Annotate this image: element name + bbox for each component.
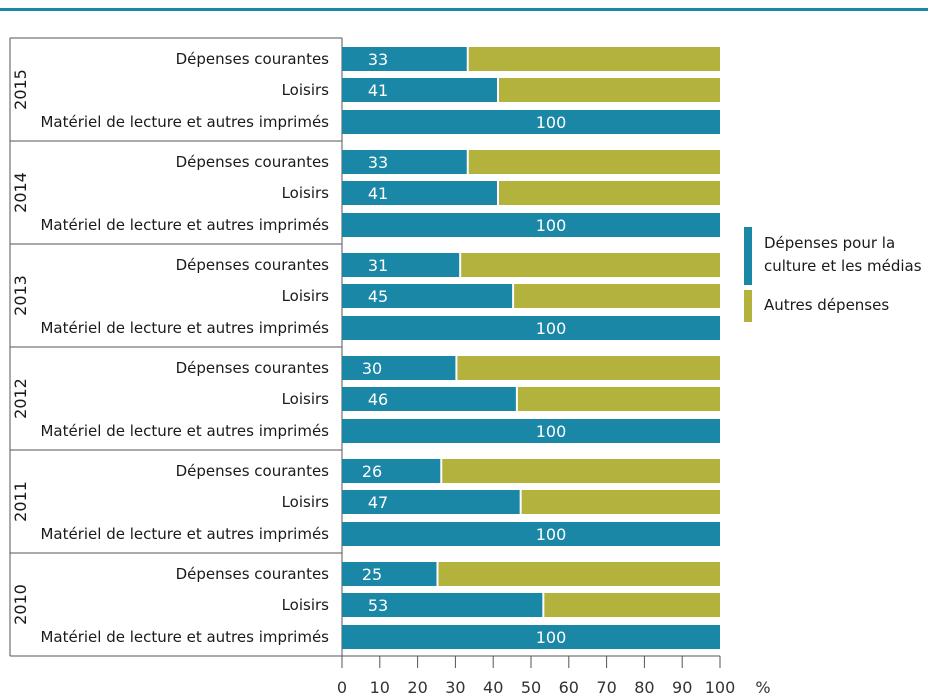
x-unit-label: %: [755, 678, 770, 697]
category-label: Dépenses courantes: [176, 50, 330, 68]
legend-label-culture: Dépenses pour la: [764, 234, 895, 252]
bar-value-label: 100: [536, 216, 567, 235]
bar-culture: [342, 593, 543, 617]
year-label: 2015: [11, 69, 30, 110]
category-label: Loisirs: [282, 596, 330, 614]
bar-culture: [342, 459, 441, 483]
bar-other: [468, 150, 720, 174]
bar-culture: [342, 522, 720, 546]
x-tick-label: 10: [370, 678, 390, 697]
category-label: Dépenses courantes: [176, 153, 330, 171]
bar-value-label: 100: [536, 113, 567, 132]
x-tick-label: 60: [559, 678, 579, 697]
bar-culture: [342, 110, 720, 134]
category-label: Dépenses courantes: [176, 256, 330, 274]
category-label: Matériel de lecture et autres imprimés: [40, 319, 329, 337]
bar-other: [544, 593, 720, 617]
bar-culture: [342, 284, 513, 308]
legend-swatch-other: [744, 290, 752, 322]
bar-culture: [342, 181, 497, 205]
category-label: Dépenses courantes: [176, 565, 330, 583]
x-tick-label: 90: [672, 678, 692, 697]
bar-value-label: 33: [368, 50, 388, 69]
x-tick-label: 50: [521, 678, 541, 697]
year-label: 2010: [11, 584, 30, 625]
category-label: Loisirs: [282, 287, 330, 305]
bar-culture: [342, 356, 456, 380]
bar-value-label: 100: [536, 628, 567, 647]
bar-other: [498, 181, 720, 205]
bar-value-label: 53: [368, 596, 388, 615]
x-tick-label: 40: [483, 678, 503, 697]
x-tick-label: 80: [634, 678, 654, 697]
x-tick-label: 20: [407, 678, 427, 697]
bar-other: [457, 356, 720, 380]
bar-culture: [342, 253, 460, 277]
bar-other: [517, 387, 720, 411]
bar-value-label: 33: [368, 153, 388, 172]
legend-label-culture-line2: culture et les médias: [764, 257, 922, 275]
category-label: Matériel de lecture et autres imprimés: [40, 422, 329, 440]
year-label: 2013: [11, 275, 30, 316]
bar-value-label: 30: [362, 359, 382, 378]
bar-value-label: 100: [536, 525, 567, 544]
category-label: Matériel de lecture et autres imprimés: [40, 113, 329, 131]
bar-culture: [342, 625, 720, 649]
legend-swatch-culture: [744, 227, 752, 285]
bar-value-label: 46: [368, 390, 388, 409]
bar-value-label: 100: [536, 422, 567, 441]
bar-culture: [342, 150, 467, 174]
year-label: 2014: [11, 172, 30, 213]
bar-other: [468, 47, 720, 71]
top-rule: [0, 8, 928, 11]
bar-culture: [342, 490, 520, 514]
category-label: Matériel de lecture et autres imprimés: [40, 628, 329, 646]
bar-culture: [342, 419, 720, 443]
year-label: 2012: [11, 378, 30, 419]
bar-culture: [342, 213, 720, 237]
bar-value-label: 26: [362, 462, 382, 481]
year-label: 2011: [11, 481, 30, 522]
bar-culture: [342, 562, 437, 586]
bar-other: [438, 562, 720, 586]
bar-value-label: 45: [368, 287, 388, 306]
x-tick-label: 100: [705, 678, 736, 697]
x-tick-label: 30: [445, 678, 465, 697]
bar-other: [442, 459, 720, 483]
bar-other: [461, 253, 720, 277]
bar-value-label: 25: [362, 565, 382, 584]
x-tick-label: 70: [596, 678, 616, 697]
category-label: Dépenses courantes: [176, 462, 330, 480]
bar-other: [498, 78, 720, 102]
bar-value-label: 41: [368, 184, 388, 203]
x-tick-label: 0: [337, 678, 347, 697]
bar-other: [521, 490, 720, 514]
legend-label-other: Autres dépenses: [764, 296, 889, 314]
category-label: Dépenses courantes: [176, 359, 330, 377]
bar-value-label: 47: [368, 493, 388, 512]
bar-culture: [342, 78, 497, 102]
category-label: Loisirs: [282, 184, 330, 202]
bar-other: [514, 284, 720, 308]
category-label: Matériel de lecture et autres imprimés: [40, 525, 329, 543]
legend: Dépenses pour la culture et les médias A…: [744, 227, 922, 322]
category-label: Loisirs: [282, 390, 330, 408]
category-label: Loisirs: [282, 81, 330, 99]
bar-value-label: 31: [368, 256, 388, 275]
bar-culture: [342, 47, 467, 71]
bar-culture: [342, 316, 720, 340]
bar-culture: [342, 387, 516, 411]
bar-value-label: 41: [368, 81, 388, 100]
category-label: Loisirs: [282, 493, 330, 511]
bar-value-label: 100: [536, 319, 567, 338]
category-label: Matériel de lecture et autres imprimés: [40, 216, 329, 234]
